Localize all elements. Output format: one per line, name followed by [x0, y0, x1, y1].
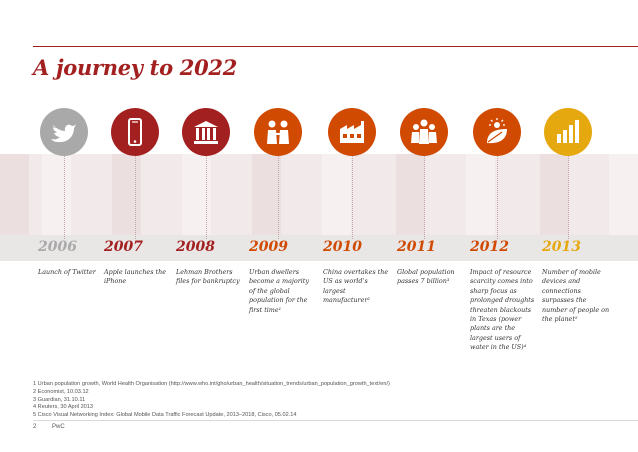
brand-label: PwC	[52, 424, 65, 430]
twitter-bird-icon	[40, 108, 88, 156]
connector-line	[424, 154, 425, 239]
footer-rule	[33, 420, 638, 421]
population-icon	[400, 108, 448, 156]
timeline-event: Apple launches the iPhone	[104, 268, 166, 286]
timeline-event: Urban dwellers become a majority of the …	[249, 268, 309, 314]
smartphone-icon	[111, 108, 159, 156]
timeline-year: 2006	[38, 239, 77, 255]
footnote: 3 Guardian, 31.10.11	[33, 396, 86, 403]
connector-line	[497, 154, 498, 239]
timeline-event: Launch of Twitter	[38, 268, 96, 276]
timeline-event: Impact of resource scarcity comes into s…	[470, 268, 535, 352]
band-tile	[0, 154, 29, 235]
band-tile	[322, 154, 351, 235]
bank-building-icon	[182, 108, 230, 156]
band-tile	[112, 154, 141, 235]
connector-line	[206, 154, 207, 239]
band-tile	[42, 154, 71, 235]
timeline-year: 2012	[470, 239, 509, 255]
page-title: A journey to 2022	[33, 55, 238, 80]
people-icon	[254, 108, 302, 156]
timeline-event: Number of mobile devices and connections…	[542, 268, 610, 324]
timeline-year: 2007	[104, 239, 143, 255]
timeline-year: 2010	[323, 239, 362, 255]
band-tile	[252, 154, 281, 235]
top-rule	[33, 46, 638, 47]
signal-bars-icon	[544, 108, 592, 156]
footnotes: 1 Urban population growth, World Health …	[33, 381, 390, 420]
page-number: 2	[33, 424, 37, 430]
band-tile	[540, 154, 569, 235]
sun-leaf-icon	[473, 108, 521, 156]
connector-line	[352, 154, 353, 239]
connector-line	[278, 154, 279, 239]
band-tile	[466, 154, 495, 235]
footnote[interactable]: 1 Urban population growth, World Health …	[33, 381, 390, 387]
connector-line	[568, 154, 569, 239]
timeline-year: 2011	[397, 239, 436, 255]
band-tile	[609, 154, 638, 235]
timeline-year: 2009	[249, 239, 288, 255]
timeline-event: China overtakes the US as world’s larges…	[323, 268, 389, 305]
timeline-event: Global population passes 7 billion³	[397, 268, 455, 286]
timeline-band	[0, 154, 638, 235]
connector-line	[135, 154, 136, 239]
factory-icon	[328, 108, 376, 156]
timeline-year: 2013	[542, 239, 581, 255]
connector-line	[64, 154, 65, 239]
band-tile	[396, 154, 425, 235]
timeline-year: 2008	[176, 239, 215, 255]
footnote: 5 Cisco Visual Networking Index: Global …	[33, 412, 297, 419]
year-band	[0, 235, 638, 261]
footnote: 2 Economist, 10.03.12	[33, 388, 89, 395]
footnote: 4 Reuters, 30 April 2013	[33, 404, 94, 411]
timeline-event: Lehman Brothers files for bankruptcy	[176, 268, 240, 286]
